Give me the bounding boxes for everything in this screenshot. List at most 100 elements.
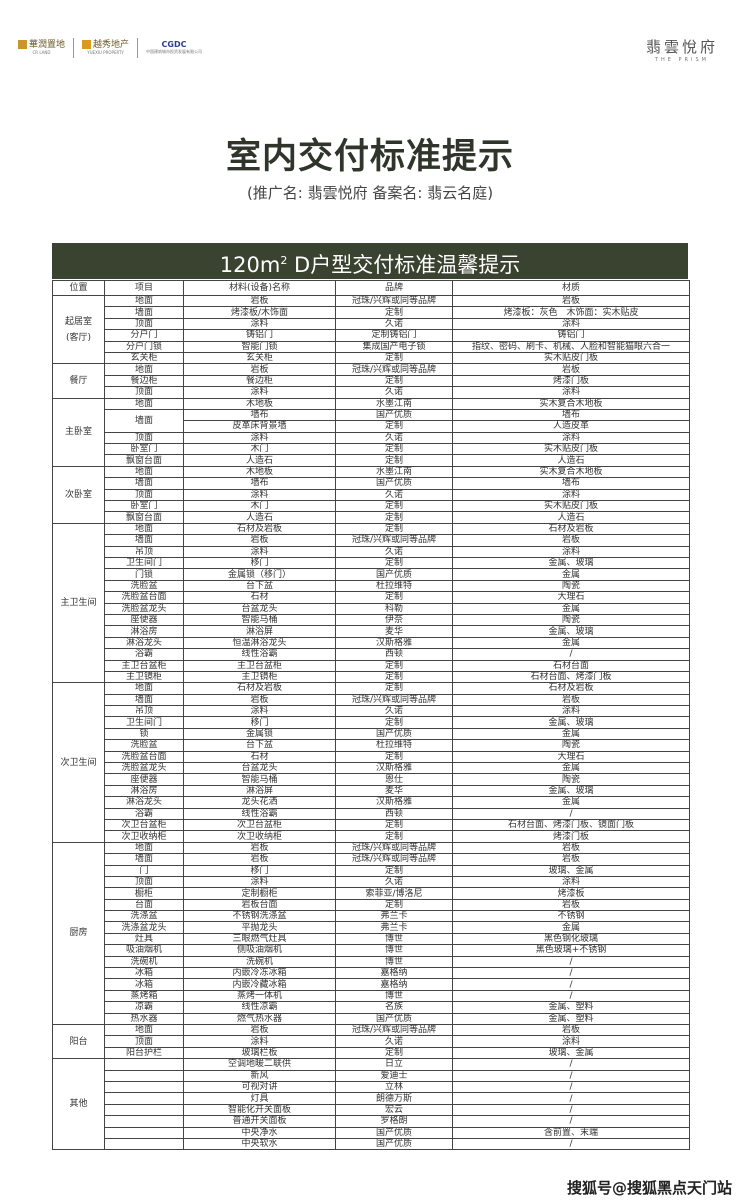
brand-cell: 定制 bbox=[335, 374, 453, 388]
item-cell: 门锁 bbox=[104, 568, 184, 581]
item-cell: 洗脸盆 bbox=[104, 739, 184, 752]
brand-cell: 定制 bbox=[335, 670, 453, 684]
material-cell: 石材 bbox=[183, 750, 336, 764]
item-cell: 凉霸 bbox=[104, 1001, 184, 1014]
table-row: 顶面 涂料 久诺 涂料 bbox=[53, 875, 690, 889]
brand-cell: 西顿 bbox=[335, 648, 453, 661]
brand-cell: 冠珠/兴辉或同等品牌 bbox=[335, 1023, 453, 1037]
table-row: 主卧室 地面 木地板 水墨江南 实木复合木地板 bbox=[52, 397, 690, 467]
material-cell: 蒸烤一体机 bbox=[183, 989, 336, 1003]
item-cell: 冰箱 bbox=[104, 978, 184, 991]
item-cell: 阳台护栏 bbox=[104, 1046, 184, 1060]
quality-cell: 岩板 bbox=[452, 853, 690, 866]
table-row: 墙面 岩板 冠珠/兴辉或同等品牌 岩板 bbox=[53, 693, 690, 707]
item-cell: 地面 bbox=[104, 294, 184, 308]
table-banner: 120m2 D户型交付标准温馨提示 bbox=[52, 243, 688, 279]
quality-cell: 金属、玻璃 bbox=[452, 784, 690, 798]
item-cell: 冰箱 bbox=[104, 967, 184, 980]
item-cell bbox=[104, 1126, 184, 1139]
item-cell: 淋浴房 bbox=[104, 625, 184, 638]
quality-cell: 金属 bbox=[452, 568, 690, 581]
location-cell: 起居室 (客厅) bbox=[52, 294, 105, 365]
brand-cell: 定制 bbox=[335, 591, 453, 604]
table-row: 飘窗台面 人造石 定制 人造石 bbox=[53, 454, 690, 467]
material-cell: 岩板 bbox=[183, 693, 336, 707]
material-cell: 恒温淋浴龙头 bbox=[183, 636, 336, 650]
table-row: 浴霸 线性浴霸 西顿 / bbox=[53, 648, 690, 661]
table-row: 墙面 墙布 国产优质 墙布 bbox=[53, 477, 690, 490]
material-cell: 石材及岩板 bbox=[183, 682, 336, 695]
material-cell: 侧吸油烟机 bbox=[183, 944, 336, 957]
item-cell: 顶面 bbox=[104, 1035, 184, 1048]
item-cell: 座便器 bbox=[104, 773, 184, 786]
brand-cell: 定制 bbox=[335, 682, 453, 695]
table-row: 餐厅 地面 岩板 冠珠/兴辉或同等品牌 岩板 bbox=[52, 363, 690, 399]
quality-cell: 指纹、密码、刷卡、机械、人脸和智能猫眼六合一 bbox=[452, 340, 690, 353]
table-row: 起居室 (客厅) 地面 岩板 冠珠/兴辉或同等品牌 岩板 bbox=[52, 294, 690, 365]
quality-cell: 人造石 bbox=[452, 511, 690, 524]
quality-cell: 金属 bbox=[452, 796, 690, 809]
table-row: 可视对讲 立林 / bbox=[53, 1080, 690, 1094]
item-cell: 分户门锁 bbox=[104, 340, 184, 353]
material-cell: 金属锁 bbox=[183, 727, 336, 741]
material-cell: 石材 bbox=[183, 591, 336, 604]
quality-cell: 金属 bbox=[452, 727, 690, 741]
page-title: 室内交付标准提示 bbox=[225, 137, 514, 177]
material-cell: 木地板 bbox=[183, 465, 336, 479]
material-cell: 线性浴霸 bbox=[183, 807, 336, 820]
item-cell: 主卫台盆柜 bbox=[104, 659, 184, 672]
material-cell: 涂料 bbox=[183, 1035, 336, 1048]
item-cell: 地面 bbox=[104, 465, 184, 479]
brand-cell: 麦华 bbox=[335, 784, 453, 798]
table-row: 凉霸 线性凉霸 名族 金属、塑料 bbox=[53, 1001, 690, 1014]
material-cell: 台盆龙头 bbox=[183, 761, 336, 775]
brand-cell: 冠珠/兴辉或同等品牌 bbox=[335, 294, 453, 308]
location-cell: 次卧室 bbox=[52, 465, 105, 524]
quality-cell: 石材台面 bbox=[452, 659, 690, 672]
table-row: 顶面 涂料 久诺 涂料 bbox=[53, 386, 690, 399]
material-cell: 不锈钢洗涤盆 bbox=[183, 910, 336, 923]
column-header: 位置 bbox=[52, 280, 105, 296]
brand-cell: 久诺 bbox=[335, 1035, 453, 1048]
material-cell: 智能门锁 bbox=[183, 340, 336, 353]
quality-cell: / bbox=[452, 1115, 690, 1128]
table-row: 洗脸盆 台下盆 杜拉维特 陶瓷 bbox=[53, 579, 690, 593]
item-cell: 主卫镜柜 bbox=[104, 670, 184, 684]
quality-cell: 石材及岩板 bbox=[452, 682, 690, 695]
item-cell: 次卫收纳柜 bbox=[104, 830, 184, 843]
banner-area-sup: 2 bbox=[280, 254, 288, 267]
quality-cell: 金属 bbox=[452, 921, 690, 934]
quality-cell: 实木贴皮门板 bbox=[452, 351, 690, 365]
item-cell: 顶面 bbox=[104, 317, 184, 331]
crland-logo-en: CR LAND bbox=[32, 50, 51, 56]
table-row: 智能化开关面板 宏云 / bbox=[53, 1103, 690, 1117]
material-cell: 线性浴霸 bbox=[183, 648, 336, 661]
item-cell: 墙面 bbox=[104, 693, 184, 707]
table-row: 餐边柜 餐边柜 定制 烤漆门板 bbox=[53, 374, 690, 388]
material-cell: 普通开关面板 bbox=[183, 1115, 336, 1128]
brand-cell: 博世 bbox=[335, 944, 453, 957]
brand-cell: 定制 bbox=[335, 522, 453, 536]
brand-cell: 宏云 bbox=[335, 1103, 453, 1117]
item-cell bbox=[104, 1058, 184, 1071]
quality-cell: 金属 bbox=[452, 602, 690, 615]
material-cell: 涂料 bbox=[183, 545, 336, 559]
table-row: 吊顶 涂料 久诺 涂料 bbox=[53, 545, 690, 559]
location-cell: 次卫生间 bbox=[52, 682, 105, 843]
item-cell: 吊顶 bbox=[104, 705, 184, 718]
material-cell: 新风 bbox=[183, 1069, 336, 1082]
material-cell: 平抛龙头 bbox=[183, 921, 336, 934]
quality-cell: 金属、玻璃 bbox=[452, 716, 690, 729]
item-cell: 飘窗台面 bbox=[104, 454, 184, 467]
quality-cell: 实木复合木地板 bbox=[452, 465, 690, 479]
brand-cell: 朗德万斯 bbox=[335, 1092, 453, 1105]
brand-cell: 水墨江南 bbox=[335, 465, 453, 479]
brand-cell: 国产优质 bbox=[335, 408, 453, 422]
material-cell: 台盆龙头 bbox=[183, 602, 336, 615]
table-row: 玄关柜 玄关柜 定制 实木贴皮门板 bbox=[53, 351, 690, 365]
table-row: 吊顶 涂料 久诺 涂料 bbox=[53, 705, 690, 718]
brand-cell: 冠珠/兴辉或同等品牌 bbox=[335, 363, 453, 376]
page-subtitle: (推广名: 翡雲悦府 备案名: 翡云名庭) bbox=[246, 184, 494, 202]
item-cell: 顶面 bbox=[104, 386, 184, 399]
item-cell: 锁 bbox=[104, 727, 184, 741]
